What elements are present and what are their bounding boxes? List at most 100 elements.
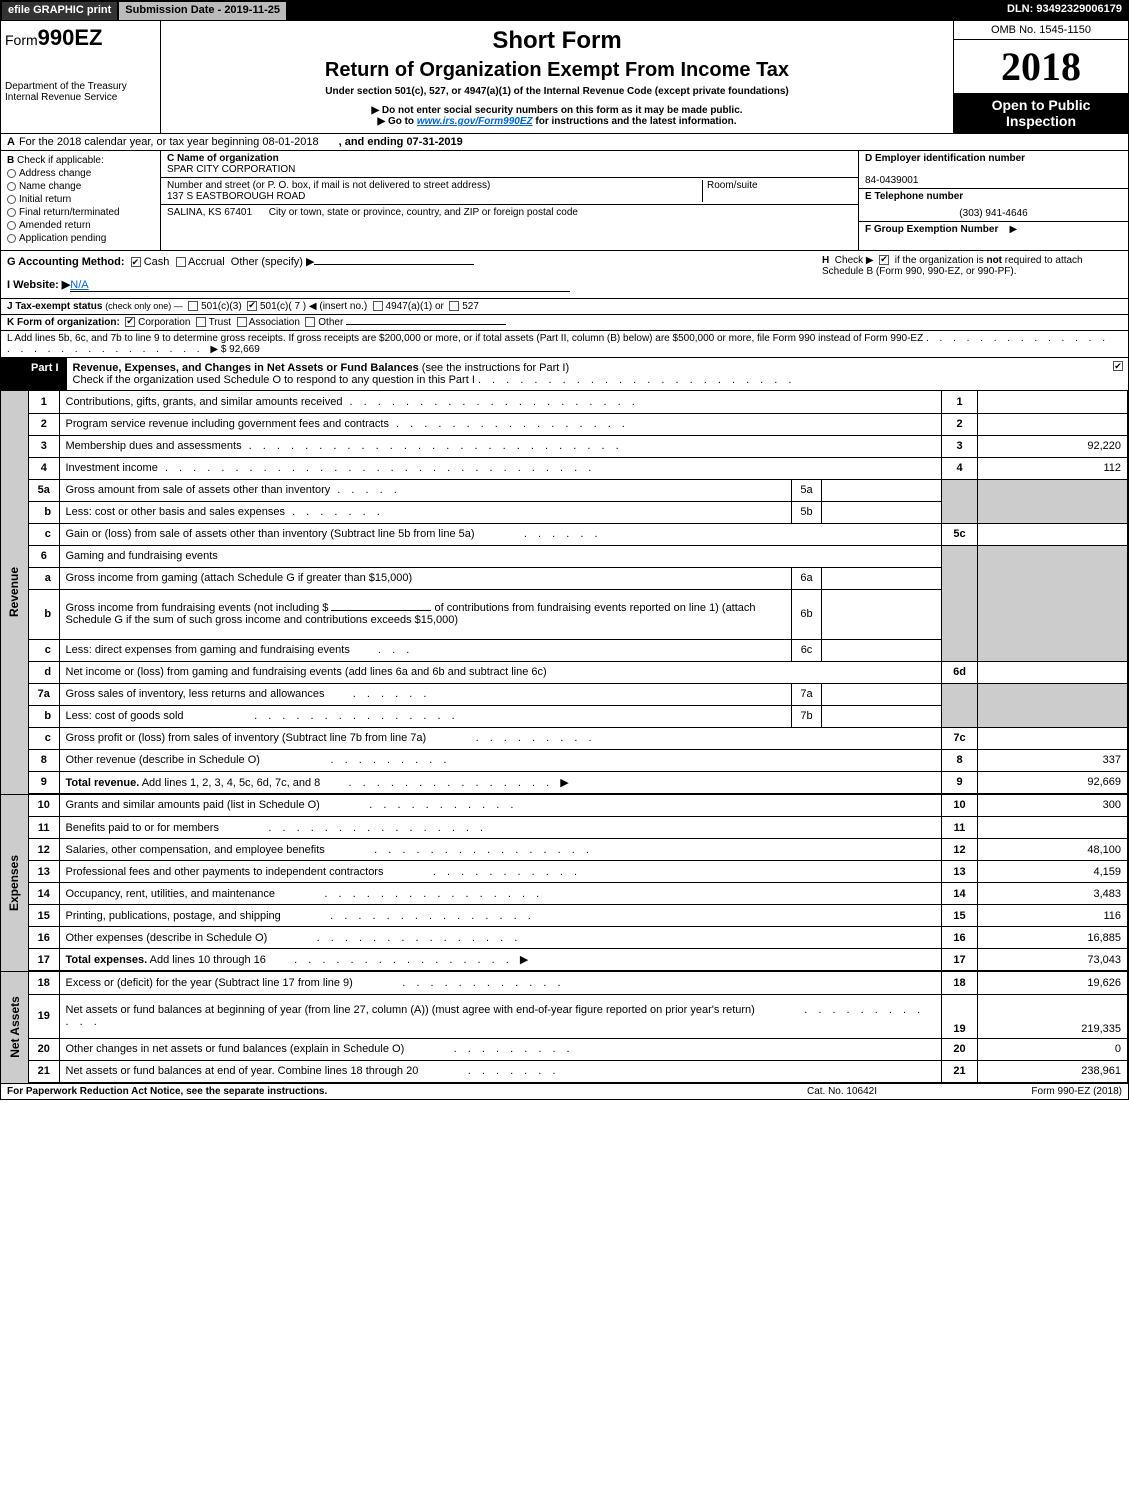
- cb-accrual[interactable]: [176, 257, 186, 267]
- part1-title-main: Revenue, Expenses, and Changes in Net As…: [73, 362, 419, 374]
- page-footer: For Paperwork Reduction Act Notice, see …: [1, 1083, 1128, 1099]
- tax-year: 2018: [954, 40, 1128, 93]
- radio-final[interactable]: [7, 208, 16, 217]
- ln-5c: c: [29, 523, 59, 545]
- table-row: cGain or (loss) from sale of assets othe…: [29, 523, 1128, 545]
- table-row: 16Other expenses (describe in Schedule O…: [29, 927, 1128, 949]
- table-row: 20Other changes in net assets or fund ba…: [29, 1038, 1128, 1060]
- ln-7c: c: [29, 727, 59, 749]
- opt-address: Address change: [19, 168, 91, 179]
- irs-link[interactable]: www.irs.gov/Form990EZ: [417, 116, 533, 127]
- k-other-input[interactable]: [346, 324, 506, 325]
- val-5c: [978, 523, 1128, 545]
- cb-527[interactable]: [449, 301, 459, 311]
- radio-address-change[interactable]: [7, 169, 16, 178]
- box-d: D Employer identification number 84-0439…: [859, 151, 1128, 189]
- k-assoc: Association: [249, 317, 300, 328]
- expenses-section: Expenses 10Grants and similar amounts pa…: [1, 794, 1128, 972]
- midval-7a: [822, 683, 942, 705]
- public-line2: Inspection: [958, 113, 1124, 129]
- mid-6a: 6a: [792, 567, 822, 589]
- desc-2: Program service revenue including govern…: [59, 413, 942, 435]
- h-label: H: [822, 255, 829, 266]
- f-arrow: ▶: [1009, 224, 1017, 235]
- k-other: Other: [318, 317, 343, 328]
- form-prefix: Form: [5, 32, 38, 48]
- main-title: Return of Organization Exempt From Incom…: [169, 59, 945, 82]
- desc-18: Excess or (deficit) for the year (Subtra…: [59, 972, 942, 994]
- midval-6b: [822, 589, 942, 639]
- website-link[interactable]: N/A: [70, 279, 88, 291]
- cb-trust[interactable]: [196, 317, 206, 327]
- num-7c: 7c: [942, 727, 978, 749]
- desc-3: Membership dues and assessments . . . . …: [59, 435, 942, 457]
- table-row: 15Printing, publications, postage, and s…: [29, 905, 1128, 927]
- radio-initial[interactable]: [7, 195, 16, 204]
- radio-amended[interactable]: [7, 221, 16, 230]
- table-row: dNet income or (loss) from gaming and fu…: [29, 661, 1128, 683]
- table-row: 7aGross sales of inventory, less returns…: [29, 683, 1128, 705]
- subtitle-2: ▶ Do not enter social security numbers o…: [169, 105, 945, 116]
- ln-5a: 5a: [29, 479, 59, 501]
- subtitle-1: Under section 501(c), 527, or 4947(a)(1)…: [169, 86, 945, 97]
- j-opt1: 501(c)(3): [201, 301, 242, 312]
- table-row: 12Salaries, other compensation, and empl…: [29, 839, 1128, 861]
- top-bar: efile GRAPHIC print Submission Date - 20…: [1, 1, 1128, 21]
- cb-cash[interactable]: [131, 257, 141, 267]
- j-note: (check only one) —: [105, 301, 183, 311]
- label-c: C: [167, 153, 174, 164]
- num-6d: 6d: [942, 661, 978, 683]
- ln-17: 17: [29, 949, 59, 971]
- midval-6a: [822, 567, 942, 589]
- i-label: I Website: ▶: [7, 279, 70, 291]
- ln-7a: 7a: [29, 683, 59, 705]
- part1-checkbox-cell: [1108, 358, 1128, 390]
- num-13: 13: [942, 861, 978, 883]
- desc-7b: Less: cost of goods sold . . . . . . . .…: [59, 705, 792, 727]
- public-line1: Open to Public: [958, 97, 1124, 113]
- g-label: G Accounting Method:: [7, 256, 125, 268]
- header-right: OMB No. 1545-1150 2018 Open to Public In…: [953, 21, 1128, 133]
- part1-dots: . . . . . . . . . . . . . . . . . . . . …: [478, 374, 796, 386]
- desc-1: Contributions, gifts, grants, and simila…: [59, 391, 942, 413]
- cb-schedule-o[interactable]: [1113, 361, 1123, 371]
- num-8: 8: [942, 749, 978, 771]
- shade-6: [942, 545, 978, 661]
- k-label: K Form of organization:: [7, 317, 120, 328]
- efile-print-button[interactable]: efile GRAPHIC print: [1, 1, 118, 21]
- cb-501c3[interactable]: [188, 301, 198, 311]
- midval-5a: [822, 479, 942, 501]
- submission-date-button[interactable]: Submission Date - 2019-11-25: [118, 1, 287, 21]
- cb-schedule-b[interactable]: [879, 255, 889, 265]
- table-row: 18Excess or (deficit) for the year (Subt…: [29, 972, 1128, 994]
- table-row: 6Gaming and fundraising events: [29, 545, 1128, 567]
- opt-initial: Initial return: [19, 194, 71, 205]
- k-trust: Trust: [209, 317, 231, 328]
- cb-501c[interactable]: [247, 301, 257, 311]
- 6b-amount-input[interactable]: [331, 610, 431, 611]
- table-row: 17Total expenses. Add lines 10 through 1…: [29, 949, 1128, 971]
- desc-5c: Gain or (loss) from sale of assets other…: [59, 523, 942, 545]
- g-other-input[interactable]: [314, 264, 474, 265]
- subtitle-3: ▶ Go to www.irs.gov/Form990EZ for instru…: [169, 116, 945, 127]
- section-bcdef: B Check if applicable: Address change Na…: [1, 151, 1128, 251]
- ln-8: 8: [29, 749, 59, 771]
- cb-corp[interactable]: [125, 317, 135, 327]
- val-19: 219,335: [978, 994, 1128, 1038]
- desc-20: Other changes in net assets or fund bala…: [59, 1038, 942, 1060]
- cb-other[interactable]: [305, 317, 315, 327]
- num-10: 10: [942, 795, 978, 817]
- val-18: 19,626: [978, 972, 1128, 994]
- val-10: 300: [978, 795, 1128, 817]
- g-cash: Cash: [144, 256, 170, 268]
- j-label: J Tax-exempt status: [7, 301, 102, 312]
- radio-pending[interactable]: [7, 234, 16, 243]
- form-header: Form990EZ Department of the Treasury Int…: [1, 21, 1128, 134]
- cb-assoc[interactable]: [237, 317, 247, 327]
- desc-6a: Gross income from gaming (attach Schedul…: [59, 567, 792, 589]
- footer-mid: Cat. No. 10642I: [742, 1086, 942, 1097]
- f-label: F Group Exemption Number: [865, 224, 998, 235]
- radio-name-change[interactable]: [7, 182, 16, 191]
- opt-name: Name change: [19, 181, 81, 192]
- cb-4947[interactable]: [373, 301, 383, 311]
